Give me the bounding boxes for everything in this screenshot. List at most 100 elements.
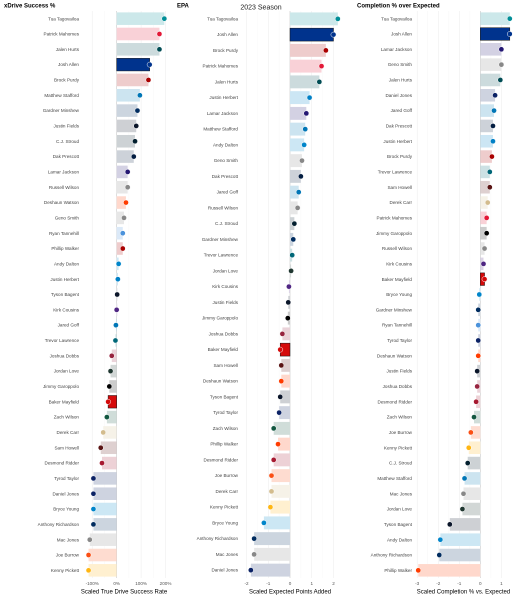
team-logo-circle [285,299,292,306]
x-tick-label: -1 [266,581,271,586]
team-logo-icon [130,153,137,160]
team-logo-circle [130,153,137,160]
team-logo-icon [100,429,107,436]
bar-daniel-jones [480,89,496,102]
x-tick-label: -3 [415,581,420,586]
player-label: Tyrod Taylor [54,476,79,481]
player-label: Desmond Ridder [204,457,239,462]
team-logo-icon [490,138,496,145]
bar-kenny-pickett [88,564,117,577]
team-logo-circle [498,46,505,53]
bar-tyrod-taylor [279,406,290,420]
bar-sam-howell [480,180,490,194]
team-logo-icon [90,506,97,512]
player-label: Tyson Bagent [51,292,80,297]
team-logo-icon [459,506,466,512]
team-logo-circle [107,368,114,374]
team-logo-icon [267,504,274,510]
team-logo-circle [86,536,93,543]
team-logo-icon [124,169,131,175]
team-logo-icon [303,110,310,117]
bar-joe-burrow [88,548,117,562]
team-logo-circle [483,230,490,237]
player-label: Kirk Cousins [212,284,238,289]
bar-brock-purdy [480,150,492,163]
bar-phillip-walker [116,242,123,255]
team-logo-circle [301,142,307,148]
x-tick-label: 0 [479,581,482,586]
player-label: Derek Carr [57,430,80,435]
team-logo-circle [90,506,97,512]
team-logo-icon [145,77,152,83]
player-label: Baker Mayfield [49,399,80,404]
player-label: Matthew Stafford [203,127,238,132]
team-logo-circle [471,414,477,420]
bar-jalen-hurts [290,75,320,89]
player-label: Tyrod Taylor [387,338,412,343]
team-logo-circle [156,46,163,53]
player-label: Sam Howell [213,363,238,368]
team-logo-icon [461,475,468,482]
player-label: Andy Dalton [54,261,79,266]
team-logo-icon [268,488,275,495]
bar-anthony-richardson [93,518,117,531]
team-logo-icon [330,31,337,38]
bar-andy-dalton [290,138,305,152]
team-logo-icon [108,352,115,359]
team-logo-circle [459,506,466,512]
team-logo-circle [497,77,504,83]
team-logo-icon [295,189,302,195]
team-logo-icon [275,441,281,447]
bar-trevor-lawrence [480,165,490,179]
team-logo-circle [270,457,277,463]
team-logo-circle [124,184,131,191]
team-logo-circle [302,126,309,132]
team-logo-icon [99,460,105,466]
team-logo-icon [284,315,291,321]
team-logo-icon [465,444,472,451]
bar-sam-howell [281,358,290,372]
x-tick-label: -1 [457,581,462,586]
player-label: Daniel Jones [385,93,412,98]
player-label: Brock Purdy [54,78,80,83]
player-label: Bryce Young [212,520,238,525]
team-logo-icon [121,215,127,221]
team-logo-circle [474,368,481,374]
player-label: Kirk Cousins [53,307,79,312]
bar-zach-wilson [273,421,290,435]
team-logo-circle [284,315,291,321]
player-label: Baker Mayfield [208,347,239,352]
team-logo-circle [460,490,467,497]
player-label: Trevor Lawrence [45,338,80,343]
player-label: Josh Allen [58,62,79,67]
bar-jared-goff [480,104,495,117]
team-logo-circle [288,268,294,274]
bar-mac-jones [463,487,481,500]
team-logo-circle [104,414,110,420]
team-logo-icon [132,138,138,145]
team-logo-circle [461,475,468,482]
team-logo-icon [460,490,467,497]
team-logo-circle [267,504,274,510]
bar-tyson-bagent [280,390,290,404]
team-logo-icon [436,552,443,558]
x-tick-label: -2 [436,581,441,586]
bar-derek-carr [103,426,117,439]
team-logo-circle [415,567,422,574]
team-logo-icon [161,15,168,22]
team-logo-circle [146,61,153,68]
team-logo-icon [475,306,482,313]
player-label: Justin Fields [212,300,238,305]
team-logo-icon [285,299,292,306]
bar-c-j-stroud [116,134,135,148]
player-label: Patrick Mahomes [377,215,413,220]
player-label: Deshaun Watson [44,200,80,205]
player-label: Joe Burrow [215,473,239,478]
bar-russell-wilson [290,201,298,215]
team-logo-icon [506,31,513,37]
player-label: Russell Wilson [382,246,413,251]
team-logo-circle [119,230,126,237]
player-label: Sam Howell [387,185,412,190]
bar-zach-wilson [474,410,481,424]
team-logo-icon [115,261,122,267]
